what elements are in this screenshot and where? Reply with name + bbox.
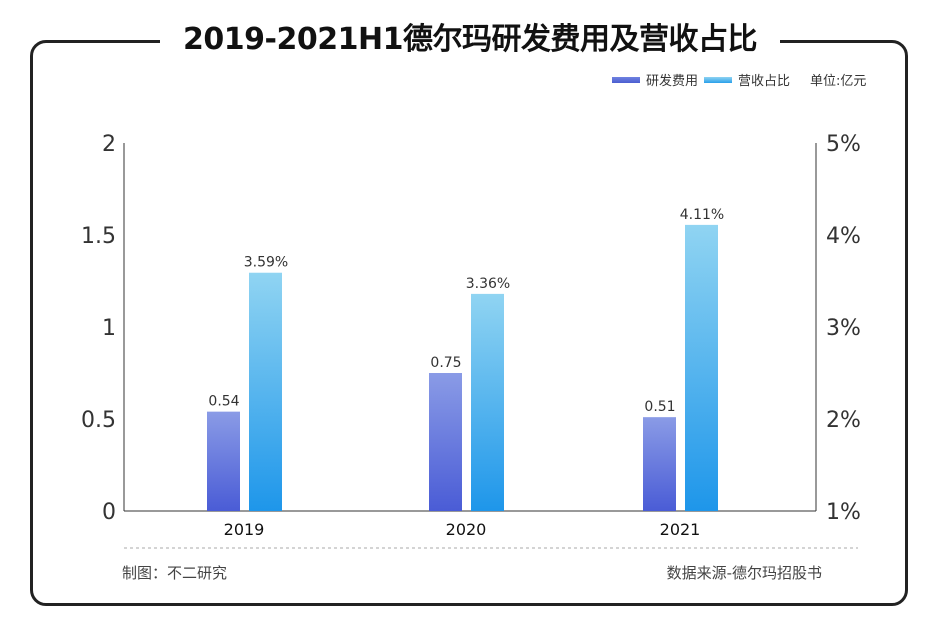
- data-label-rd: 0.75: [430, 355, 461, 371]
- bar-rd-2020: [429, 373, 462, 511]
- chart-title: 2019-2021H1德尔玛研发费用及营收占比: [160, 14, 780, 58]
- y-tick-label: 2: [102, 132, 116, 157]
- y2-tick-label: 3%: [826, 316, 861, 341]
- legend: 研发费用 营收占比 单位:亿元: [612, 70, 866, 89]
- y-tick-label: 1: [102, 316, 116, 341]
- y-tick-label: 0.5: [81, 408, 116, 433]
- unit-label: 单位:亿元: [810, 74, 867, 89]
- x-tick-label: 2020: [446, 520, 487, 539]
- data-label-rd: 0.54: [208, 394, 239, 410]
- data-label-ratio: 4.11%: [680, 207, 724, 223]
- x-tick-label: 2019: [224, 520, 265, 539]
- y2-tick-label: 4%: [826, 224, 861, 249]
- bar-ratio-2019: [249, 272, 282, 511]
- bar-ratio-2020: [471, 293, 504, 511]
- bar-ratio-2021: [685, 224, 718, 511]
- bar-rd-2019: [207, 411, 240, 511]
- data-label-rd: 0.51: [644, 399, 675, 415]
- x-tick-label: 2021: [660, 520, 701, 539]
- legend-label-rd: 研发费用: [646, 74, 699, 89]
- footer-source: 数据来源-德尔玛招股书: [666, 564, 822, 582]
- legend-swatch-ratio: [704, 76, 733, 83]
- data-label-ratio: 3.59%: [244, 255, 288, 271]
- y-tick-label: 0: [102, 500, 116, 525]
- data-label-ratio: 3.36%: [466, 276, 510, 292]
- y2-tick-label: 1%: [826, 500, 861, 525]
- bar-rd-2021: [643, 417, 676, 511]
- legend-label-ratio: 营收占比: [738, 74, 791, 89]
- y-tick-label: 1.5: [81, 224, 116, 249]
- footer-credit: 制图：不二研究: [122, 564, 228, 582]
- y2-tick-label: 2%: [826, 408, 861, 433]
- legend-swatch-rd: [612, 76, 640, 83]
- y2-tick-label: 5%: [826, 132, 861, 157]
